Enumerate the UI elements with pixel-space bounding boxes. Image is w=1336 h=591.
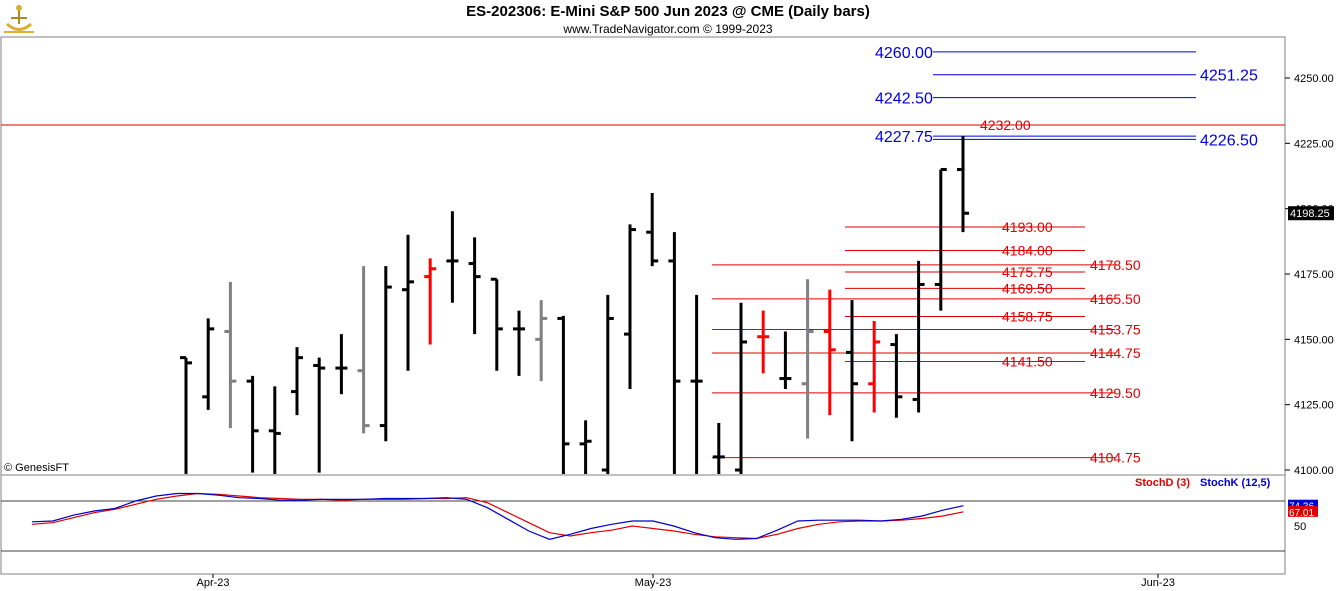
stochastic-lines — [31, 492, 964, 540]
ohlc-bar — [868, 321, 881, 413]
ohlc-bar — [735, 302, 747, 474]
time-axis: Apr-23 May-23 Jun-23 — [196, 574, 1175, 589]
price-axis-label: 4175.00 — [1294, 269, 1334, 281]
time-axis-label: Apr-23 — [196, 577, 229, 589]
level-label-blue: 4227.75 — [875, 129, 933, 146]
ohlc-bar — [268, 386, 281, 474]
ohlc-bar — [313, 357, 326, 473]
level-label-red: 4184.00 — [1002, 242, 1053, 258]
ohlc-bar — [934, 167, 947, 311]
ohlc-bar — [624, 224, 636, 389]
ohlc-bar — [468, 237, 481, 335]
price-axis-label: 4100.00 — [1294, 465, 1334, 477]
logo-icon — [2, 2, 36, 36]
level-label-red: 4141.50 — [1002, 354, 1053, 370]
ohlc-bar — [801, 279, 814, 439]
level-label-blue: 4226.50 — [1200, 132, 1258, 149]
stoch-k-legend: StochK (12,5) — [1200, 477, 1271, 489]
ohlc-bar — [712, 422, 725, 474]
ohlc-bar — [513, 310, 525, 376]
plot-frame — [0, 36, 1286, 575]
ohlc-bar — [890, 334, 903, 418]
ohlc-bar — [446, 211, 459, 303]
last-price-label: 4198.25 — [1290, 208, 1330, 220]
ohlc-bar — [846, 300, 858, 442]
ohlc-bar — [557, 315, 570, 474]
ohlc-bar — [912, 260, 925, 413]
ohlc-bar — [335, 334, 348, 395]
time-axis-label: May-23 — [635, 577, 672, 589]
ohlc-bar — [757, 310, 770, 374]
ohlc-bar — [957, 136, 969, 233]
ohlc-bar — [180, 356, 192, 474]
copyright-label: © GenesisFT — [4, 462, 69, 474]
ohlc-bar — [379, 266, 392, 442]
time-axis-label: Jun-23 — [1141, 577, 1175, 589]
price-levels: 4232.00 4193.00 4184.00 4178.50 4175.754169.… — [1, 45, 1285, 466]
stoch-d-badge — [1288, 505, 1318, 517]
ohlc-bar — [823, 289, 836, 416]
ohlc-bar — [579, 420, 592, 474]
level-label-red: 4193.00 — [1002, 219, 1053, 235]
ohlc-bar — [601, 294, 614, 474]
level-label-red: 4144.75 — [1090, 345, 1141, 361]
ohlc-bar — [668, 232, 681, 474]
ohlc-bar — [779, 331, 792, 389]
chart-subtitle: www.TradeNavigator.com © 1999-2023 — [563, 22, 773, 36]
price-axis: 4100.004125.004150.004175.004200.004225.… — [1285, 73, 1334, 533]
level-label-red: 4153.75 — [1090, 322, 1141, 338]
level-label-red: 4178.50 — [1090, 257, 1141, 273]
chart-title: ES-202306: E-Mini S&P 500 Jun 2023 @ CME… — [466, 3, 870, 20]
level-label-red: 4175.75 — [1002, 264, 1053, 280]
stoch-axis-label: 50 — [1294, 521, 1306, 533]
price-axis-label: 4150.00 — [1294, 334, 1334, 346]
level-label-red: 4129.50 — [1090, 385, 1141, 401]
ohlc-bar — [291, 347, 303, 416]
level-label-red: 4158.75 — [1002, 308, 1053, 324]
ohlc-bar — [224, 281, 237, 429]
ohlc-bar — [246, 375, 259, 473]
level-label-blue: 4242.50 — [875, 91, 933, 108]
price-axis-label: 4225.00 — [1294, 138, 1334, 150]
price-axis-label: 4125.00 — [1294, 400, 1334, 412]
level-label-blue: 4251.25 — [1200, 68, 1258, 85]
ohlc-bar — [424, 258, 437, 345]
stoch-k-badge — [1288, 499, 1318, 511]
stoch-k-line — [31, 492, 964, 540]
last-price-badge — [1288, 206, 1334, 221]
ohlc-bar — [690, 294, 703, 474]
ohlc-bar — [646, 192, 659, 267]
level-label-red: 4232.00 — [980, 117, 1031, 133]
stoch-d-value: 67.01 — [1289, 508, 1314, 519]
level-label-blue: 4260.00 — [875, 45, 933, 62]
stoch-d-line — [31, 492, 964, 540]
stoch-d-legend: StochD (3) — [1135, 477, 1190, 489]
level-label-red: 4104.75 — [1090, 450, 1141, 466]
price-axis-label: 4250.00 — [1294, 73, 1334, 85]
price-bars — [180, 136, 969, 474]
ohlc-bar — [402, 234, 414, 371]
ohlc-bar — [490, 277, 503, 371]
ohlc-bar — [535, 300, 548, 382]
ohlc-bar — [357, 266, 370, 434]
ohlc-bar — [202, 318, 215, 410]
level-label-red: 4169.50 — [1002, 280, 1053, 296]
level-label-red: 4165.50 — [1090, 291, 1141, 307]
